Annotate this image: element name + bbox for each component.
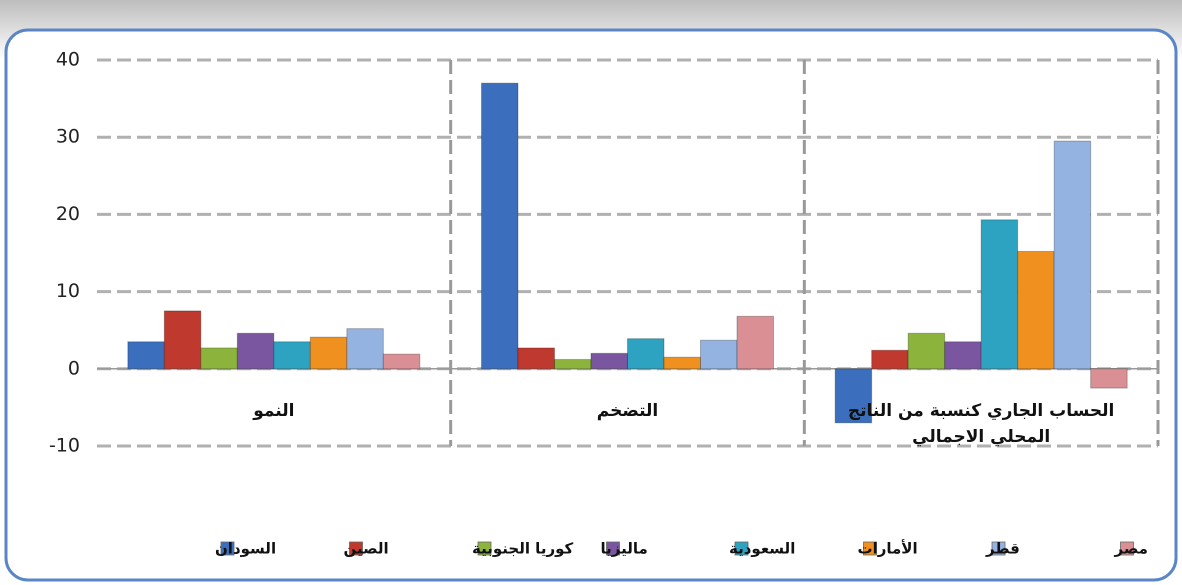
bar	[980, 219, 1019, 370]
x-tick-label: النمو	[253, 401, 295, 421]
legend-label: السعودية	[729, 540, 795, 558]
bar	[871, 349, 909, 370]
legend-swatch	[220, 541, 235, 556]
legend-label: ماليزيا	[601, 540, 648, 558]
bar	[663, 356, 701, 370]
bar	[481, 82, 519, 370]
legend-swatch	[863, 541, 877, 556]
x-tick-label: التضخم	[596, 401, 659, 421]
y-tick-label: 20	[56, 203, 80, 225]
y-tick-label: -10	[49, 435, 80, 457]
legend-label: مصر	[1114, 540, 1148, 558]
y-tick-label: 10	[56, 280, 80, 302]
legend-swatch	[606, 541, 620, 556]
bar	[236, 332, 275, 370]
bar	[736, 315, 774, 370]
bar	[346, 328, 384, 370]
legend-swatch	[734, 541, 749, 556]
legend-swatch	[477, 541, 492, 556]
bar	[1053, 140, 1092, 370]
bar	[382, 353, 421, 370]
legend-label: قطر	[985, 540, 1020, 558]
y-tick-label: 0	[68, 357, 80, 379]
y-tick-label: 30	[56, 126, 80, 148]
legend-swatch	[1120, 541, 1134, 556]
legend-swatch	[991, 541, 1006, 556]
bar	[200, 347, 238, 370]
bar	[554, 359, 592, 370]
bar	[590, 352, 628, 370]
legend-label: السودان	[215, 540, 276, 558]
bar	[1090, 368, 1128, 389]
x-tick-label: الحساب الجاري كنسبة من الناتج المحلي الا…	[847, 401, 1115, 447]
bar	[944, 341, 982, 370]
bar	[1017, 250, 1055, 370]
bar	[907, 332, 946, 370]
bar	[127, 341, 165, 370]
legend-label: الأمارات	[858, 540, 918, 558]
bar	[834, 368, 873, 424]
legend-label: كوريا الجنوبية	[472, 540, 573, 558]
legend-label: الصين	[344, 540, 389, 558]
bar	[273, 341, 311, 370]
bar	[517, 347, 555, 370]
bar	[700, 339, 738, 370]
bar	[309, 336, 348, 370]
bar	[163, 310, 202, 370]
y-tick-label: 40	[56, 49, 80, 71]
bar	[627, 338, 665, 370]
chart-frame	[4, 28, 1178, 582]
legend-swatch	[349, 541, 363, 556]
